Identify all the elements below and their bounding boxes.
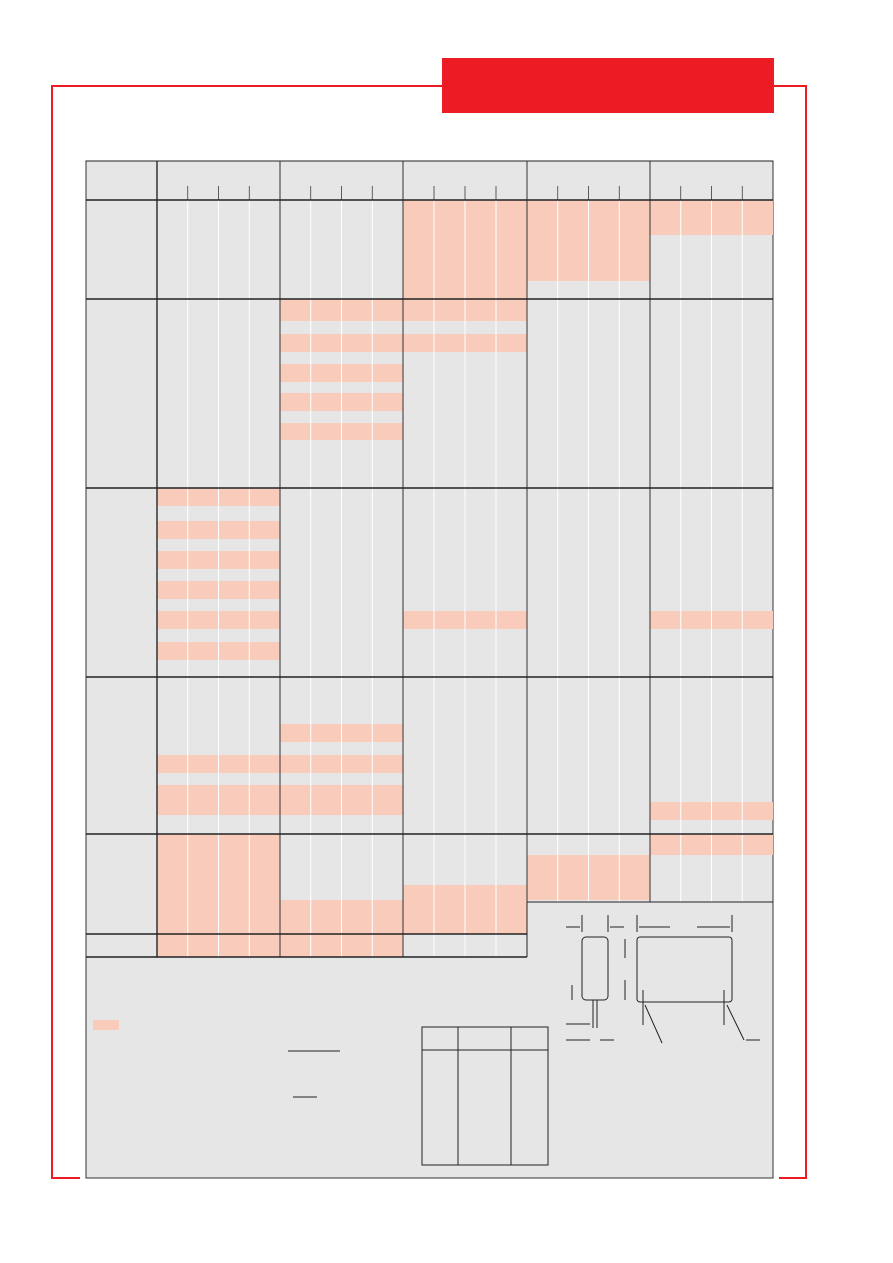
notes <box>93 1020 549 1166</box>
leader <box>726 1004 745 1041</box>
small-table <box>421 1026 549 1166</box>
frame-right <box>774 85 807 1179</box>
capacitor-drawing <box>526 901 773 1044</box>
side-view <box>581 936 609 1001</box>
front-view <box>636 936 733 1003</box>
table-panel <box>85 160 774 1179</box>
frame-left <box>51 85 442 1179</box>
leader <box>644 1004 663 1044</box>
frame <box>51 85 807 1179</box>
table-grid <box>86 160 773 958</box>
legend-swatch <box>93 1020 119 1030</box>
header-tab <box>442 58 774 113</box>
